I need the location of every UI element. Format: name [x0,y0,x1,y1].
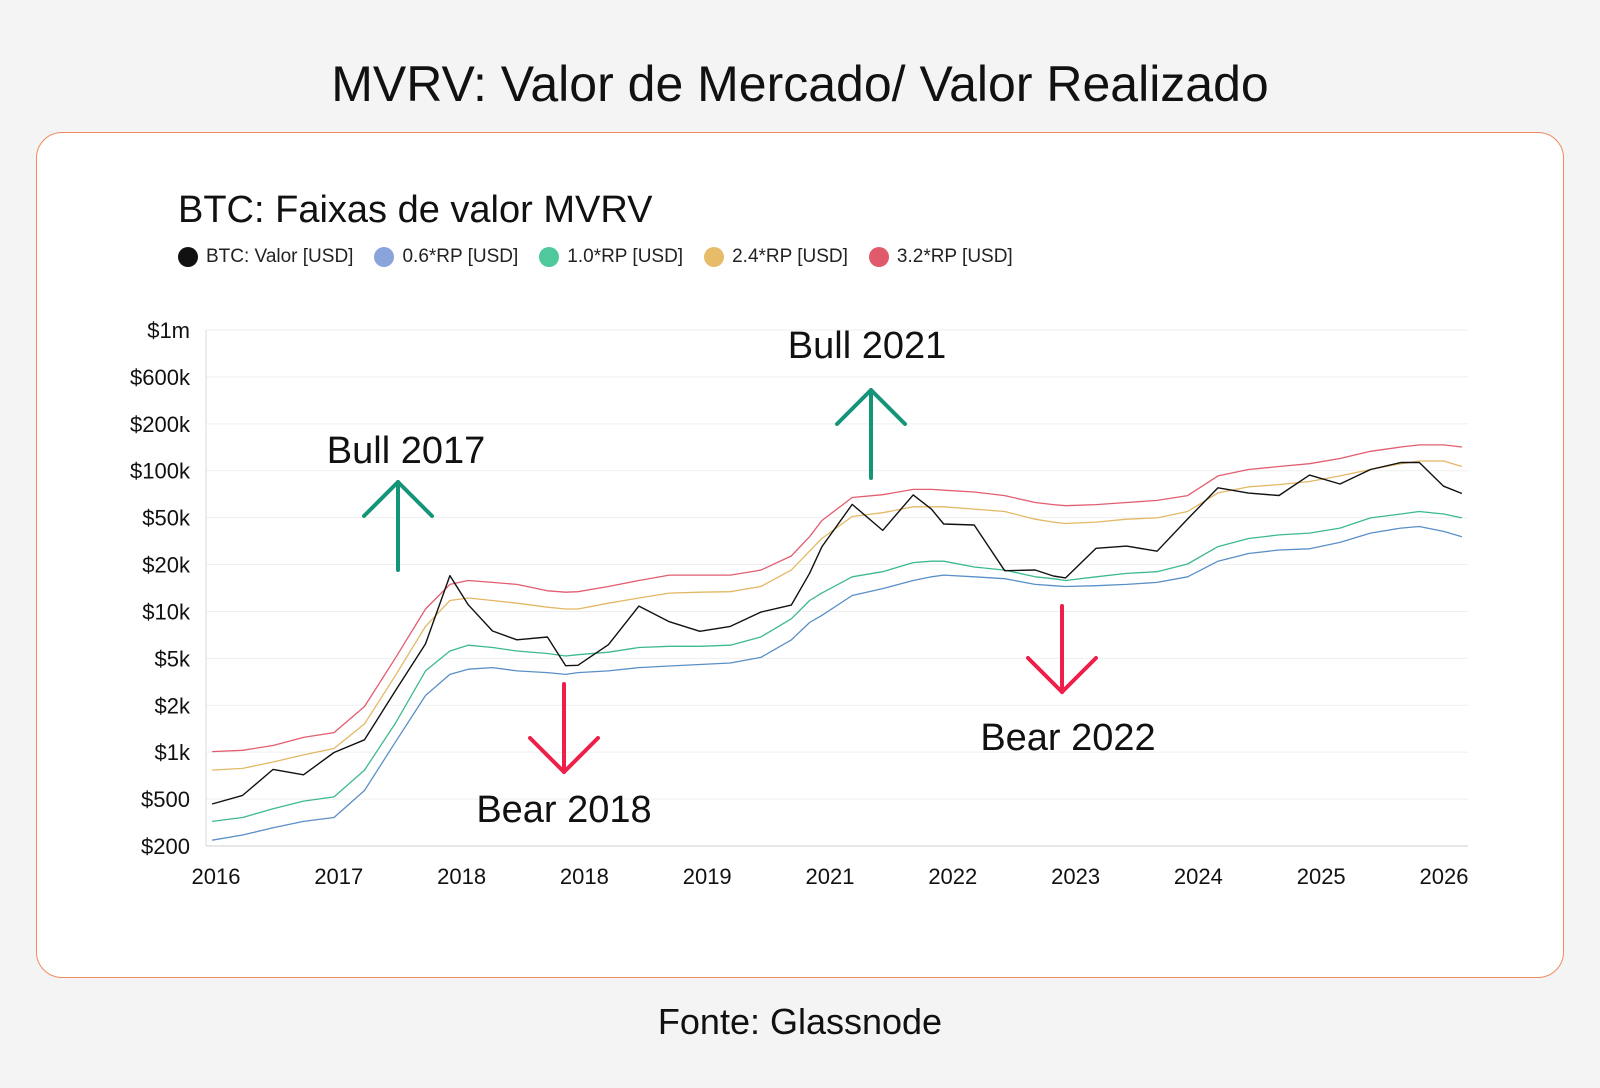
y-tick-label: $2k [155,693,191,718]
legend-dot-rp24 [704,247,725,267]
x-tick-label: 2023 [1051,864,1100,889]
legend-label-rp24: 2.4*RP [USD] [732,246,848,267]
annotation-label-bear2018: Bear 2018 [476,789,651,831]
axes: $1m $600k $200k $100k $50k $20k $10k $5k $2k $1k $… [130,318,1468,889]
x-tick-label: 2018 [437,864,486,889]
legend-item-rp32[interactable]: 3.2*RP [USD] [868,246,1013,268]
series-line-rp06 [211,525,1463,841]
legend-item-rp06[interactable]: 0.6*RP [USD] [374,246,518,268]
x-tick-label: 2025 [1297,864,1346,889]
legend-dot-rp32 [868,247,889,267]
y-tick-label: $100k [130,459,191,484]
grid-lines [206,329,1468,847]
legend-item-rp10[interactable]: 1.0*RP [USD] [539,246,683,268]
x-tick-label: 2024 [1174,864,1223,889]
x-tick-label: 2021 [806,864,855,889]
x-tick-label: 2017 [314,864,363,889]
arrow-up-icon [362,480,434,518]
x-tick-label: 2018 [560,864,609,889]
legend: BTC: Valor [USD] 0.6*RP [USD] 1.0*RP [US… [178,244,1034,270]
source-caption: Fonte: Glassnode [657,1001,943,1042]
chart-card [36,132,1564,978]
legend-dot-rp10 [539,247,560,267]
x-tick-label: 2019 [683,864,732,889]
legend-item-rp24[interactable]: 2.4*RP [USD] [704,246,848,268]
series-line-btc [211,461,1463,805]
annotations: Bull 2017 Bear 2018 Bull 2021 Bear 2022 [327,325,1156,831]
y-tick-label: $5k [155,646,191,671]
annotation-bull2021: Bull 2021 [788,325,946,480]
x-tick-label: 2026 [1420,864,1469,889]
y-tick-label: $20k [142,553,191,578]
series-line-rp24 [212,460,1463,771]
annotation-bear2022: Bear 2022 [980,604,1156,759]
legend-label-btc: BTC: Valor [USD] [206,246,354,267]
arrow-down-icon [528,736,600,774]
y-tick-label: $1m [147,318,190,343]
legend-label-rp10: 1.0*RP [USD] [567,246,684,267]
y-tick-label: $200 [141,834,190,859]
y-tick-label: $600k [130,365,191,390]
annotation-label-bear2022: Bear 2022 [980,717,1155,759]
legend-dot-rp06 [374,247,395,267]
x-tick-label: 2016 [192,864,241,889]
arrow-down-icon [1026,656,1098,694]
annotation-label-bull2021: Bull 2021 [788,325,946,367]
arrow-up-icon [835,388,907,426]
y-tick-label: $1k [155,740,191,765]
series-line-rp10 [212,510,1463,823]
x-tick-label: 2022 [928,864,977,889]
annotation-label-bull2017: Bull 2017 [327,430,485,472]
page-title: MVRV: Valor de Mercado/ Valor Realizado [331,56,1269,112]
annotation-bull2017: Bull 2017 [327,430,485,572]
y-tick-label: $50k [142,506,191,531]
y-tick-label: $200k [130,412,191,437]
y-tick-label: $10k [142,599,191,624]
chart-title: BTC: Faixas de valor MVRV [178,189,653,231]
legend-item-btc[interactable]: BTC: Valor [USD] [178,246,353,268]
y-tick-label: $500 [141,787,190,812]
legend-dot-btc [178,247,198,267]
series-lines [211,444,1463,841]
legend-label-rp32: 3.2*RP [USD] [896,246,1013,267]
annotation-bear2018: Bear 2018 [476,682,652,831]
legend-label-rp06: 0.6*RP [USD] [402,246,519,267]
